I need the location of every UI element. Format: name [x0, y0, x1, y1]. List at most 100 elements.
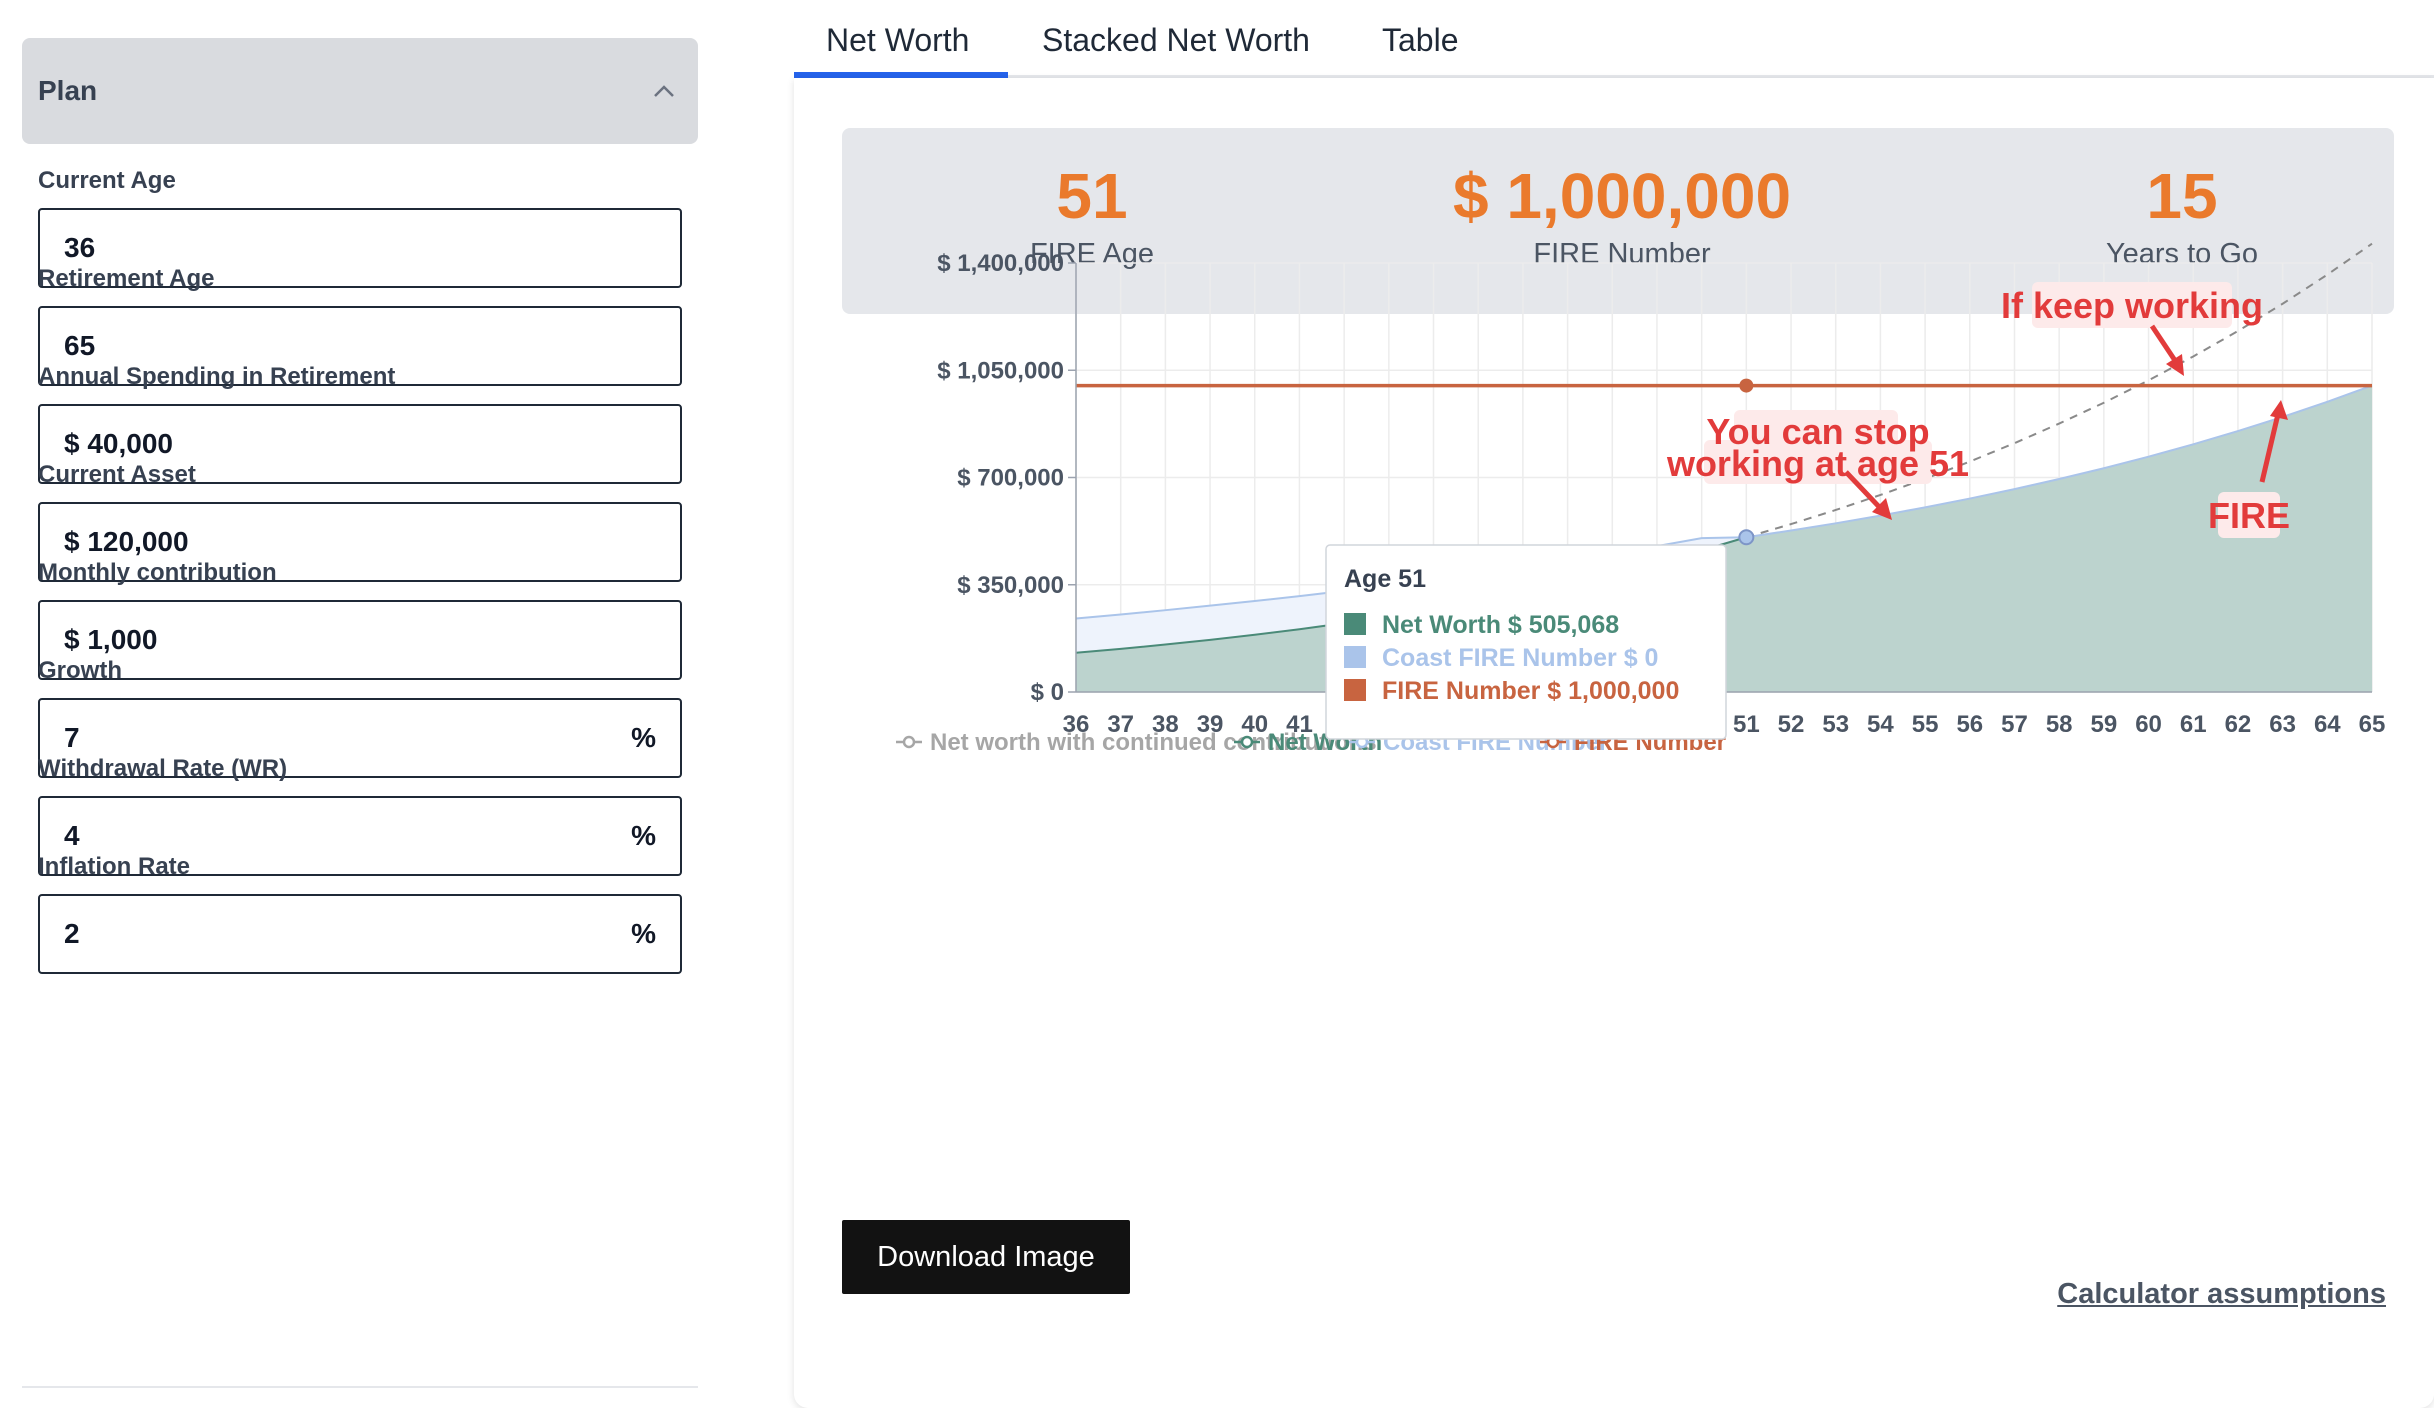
stop-label-bg-2 [1704, 440, 1932, 484]
continued-contributions-line [1746, 242, 2373, 539]
active-tab-indicator [794, 72, 1008, 78]
inflation-rate-input[interactable]: 2% [38, 894, 682, 974]
percent-suffix: % [631, 918, 656, 949]
withdrawal-rate-label: Withdrawal Rate (WR) [38, 755, 288, 782]
annual-spending-field: Annual Spending in Retirement $ 40,000 [38, 362, 682, 484]
x-tick-label: 63 [2269, 711, 2296, 738]
net-worth-chart: $ 0 $ 350,000 $ 700,000 $ 1,050,000 $ 1,400,… [794, 78, 2434, 1408]
growth-label: Growth [38, 657, 122, 684]
x-tick-label: 58 [2046, 711, 2073, 738]
x-tick-label: 65 [2359, 711, 2386, 738]
tooltip-row-label: Net Worth $ 505,068 [1382, 611, 1619, 639]
withdrawal-rate-field: Withdrawal Rate (WR) 4% [38, 754, 682, 876]
current-age-label: Current Age [38, 167, 176, 194]
stop-arrow [1844, 470, 1886, 514]
x-tick-label: 55 [1912, 711, 1939, 738]
x-tick-label: 62 [2225, 711, 2252, 738]
sidebar-divider [22, 1386, 698, 1388]
net-worth-point [1738, 529, 1755, 546]
x-tick-label: 54 [1867, 711, 1894, 738]
fire-number-label: FIRE Number [1533, 238, 1711, 270]
growth-field: Growth 7% [38, 656, 682, 778]
x-tick-label: 38 [1152, 711, 1179, 738]
tooltip-title: Age 51 [1344, 565, 1426, 593]
monthly-contribution-input[interactable]: $ 1,000 [38, 600, 682, 680]
legend-swatch-marker [902, 735, 916, 749]
keep-working-label-bg [2032, 282, 2232, 328]
current-age-input[interactable]: 36 [38, 208, 682, 288]
y-tick-label: $ 0 [1031, 679, 1064, 706]
x-tick-label: 41 [1286, 711, 1313, 738]
x-tick-label: 59 [2091, 711, 2118, 738]
plan-sidebar: Plan Current Age 36 Retirement Age 65 An… [22, 38, 698, 974]
x-tick-label: 37 [1107, 711, 1134, 738]
fire-age-label: FIRE Age [1029, 238, 1155, 270]
y-tick-label: $ 1,400,000 [937, 250, 1064, 277]
x-tick-label: 53 [1822, 711, 1849, 738]
chart-card: 51 FIRE Age $ 1,000,000 FIRE Number 15 Y… [794, 78, 2434, 1408]
calculator-assumptions-link[interactable]: Calculator assumptions [2057, 1278, 2386, 1310]
chart-tabs: Net Worth Stacked Net Worth Table [794, 0, 2434, 78]
fire-label: FIRE [2208, 495, 2290, 536]
fire-arrow [2259, 413, 2281, 483]
percent-suffix: % [631, 820, 656, 851]
tooltip-swatch [1344, 613, 1366, 635]
x-tick-label: 40 [1241, 711, 1268, 738]
tab-net-worth[interactable]: Net Worth [826, 22, 970, 58]
fire-age-stat: 51 FIRE Age [842, 128, 1342, 272]
years-to-go-stat: 15 Years to Go [1932, 128, 2432, 272]
inflation-rate-label: Inflation Rate [38, 853, 191, 880]
tooltip-row-label: FIRE Number $ 1,000,000 [1382, 677, 1679, 705]
withdrawal-rate-input[interactable]: 4% [38, 796, 682, 876]
x-tick-label: 39 [1197, 711, 1224, 738]
current-asset-field: Current Asset $ 120,000 [38, 460, 682, 582]
y-tick-label: $ 1,050,000 [937, 357, 1064, 384]
current-asset-label: Current Asset [38, 461, 196, 488]
y-tick-label: $ 350,000 [957, 572, 1064, 599]
net-worth-post-fire-line [1746, 384, 2373, 539]
fire-number-value: $ 1,000,000 [1452, 160, 1792, 232]
retirement-age-input[interactable]: 65 [38, 306, 682, 386]
retirement-age-label: Retirement Age [38, 265, 215, 292]
fire-number-stat: $ 1,000,000 FIRE Number [1362, 128, 1882, 272]
keep-working-label: If keep working [2001, 285, 2263, 326]
fire-arrowhead [2270, 400, 2288, 420]
monthly-contribution-label: Monthly contribution [38, 559, 277, 586]
x-tick-label: 56 [1956, 711, 1983, 738]
tooltip-swatch [1344, 646, 1366, 668]
tab-table[interactable]: Table [1382, 22, 1459, 58]
x-tick-label: 60 [2135, 711, 2162, 738]
growth-input[interactable]: 7% [38, 698, 682, 778]
plan-accordion-header[interactable]: Plan [22, 38, 698, 144]
stop-label-line-2: working at age 51 [1666, 443, 1969, 484]
keep-working-arrowhead [2166, 354, 2184, 376]
tooltip-row-label: Coast FIRE Number $ 0 [1382, 644, 1658, 672]
fire-age-value: 51 [1056, 160, 1128, 232]
fire-label-bg [2218, 492, 2280, 538]
current-asset-input[interactable]: $ 120,000 [38, 502, 682, 582]
x-tick-label: 61 [2180, 711, 2207, 738]
x-tick-label: 36 [1063, 711, 1090, 738]
chevron-up-icon[interactable] [650, 77, 678, 105]
y-tick-label: $ 700,000 [957, 465, 1064, 492]
annual-spending-label: Annual Spending in Retirement [38, 363, 396, 390]
tab-stacked-net-worth[interactable]: Stacked Net Worth [1042, 22, 1310, 58]
x-tick-label: 51 [1733, 711, 1760, 738]
tooltip-swatch [1344, 679, 1366, 701]
plan-title: Plan [38, 75, 98, 106]
legend-swatch-marker [1240, 735, 1254, 749]
tooltip-box [1325, 544, 1727, 740]
retirement-age-field: Retirement Age 65 [38, 264, 682, 386]
annual-spending-input[interactable]: $ 40,000 [38, 404, 682, 484]
fire-number-point [1739, 378, 1754, 393]
percent-suffix: % [631, 722, 656, 753]
inflation-rate-field: Inflation Rate 2% [38, 852, 682, 974]
legend-label: Net worth with continued contributions [930, 729, 1377, 756]
years-to-go-value: 15 [2146, 160, 2218, 232]
x-tick-label: 57 [2001, 711, 2028, 738]
net-worth-chart-svg: $ 0 $ 350,000 $ 700,000 $ 1,050,000 $ 1,400,… [896, 242, 2386, 756]
download-image-button[interactable]: Download Image [842, 1220, 1130, 1294]
x-tick-label: 52 [1778, 711, 1805, 738]
years-to-go-label: Years to Go [2105, 238, 2259, 270]
stop-arrowhead [1872, 498, 1892, 520]
